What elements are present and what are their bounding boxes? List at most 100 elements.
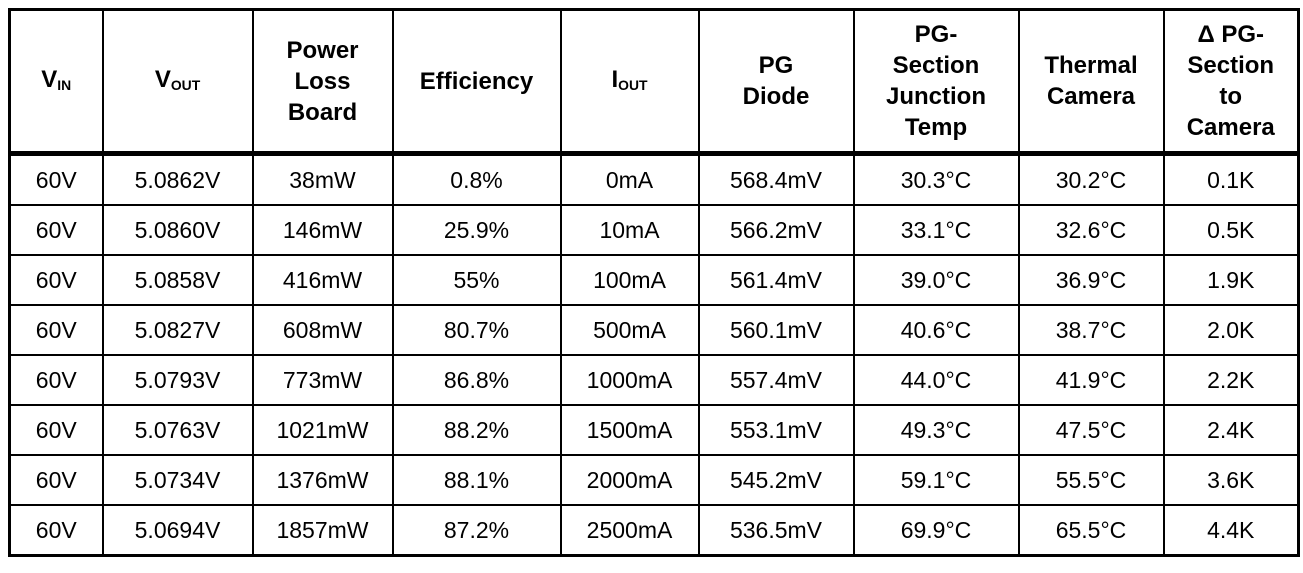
cell-pg-diode: 568.4mV (697, 152, 855, 206)
header-line-text: Loss (294, 67, 351, 95)
header-line-text: Junction (886, 83, 986, 110)
header-line-text: Camera (1186, 114, 1275, 141)
table-body: 60V 5.0862V 38mW 0.8% 0mA 568.4mV 30.3°C 30.2°C… (8, 152, 1300, 557)
header-line-text: Temp (904, 114, 968, 141)
cell-vin: 60V (8, 204, 104, 256)
table-row: 60V 5.0793V 773mW 86.8% 1000mA 557.4mV 44.0°C 4… (8, 354, 1300, 406)
cell-pg-section-junction-temp: 59.1°C (852, 454, 1020, 506)
cell-vout: 5.0858V (101, 254, 254, 306)
cell-iout: 100mA (559, 254, 700, 306)
cell-power-loss-board: 773mW (251, 354, 394, 406)
cell-efficiency: 88.2% (391, 404, 562, 456)
cell-power-loss-board: 416mW (251, 254, 394, 306)
cell-pg-diode: 557.4mV (697, 354, 855, 406)
cell-iout: 1500mA (559, 404, 700, 456)
cell-vin: 60V (8, 304, 104, 356)
cell-thermal-camera: 30.2°C (1017, 152, 1165, 206)
header-line-text: Power (286, 36, 359, 64)
header-subscript-text: OUT (170, 77, 201, 94)
cell-power-loss-board: 1857mW (251, 504, 394, 557)
cell-pg-section-junction-temp: 44.0°C (852, 354, 1020, 406)
cell-vin: 60V (8, 504, 104, 557)
cell-power-loss-board: 1376mW (251, 454, 394, 506)
header-base-text: I (611, 66, 619, 93)
column-header-efficiency: Efficiency (391, 8, 562, 156)
cell-thermal-camera: 55.5°C (1017, 454, 1165, 506)
table-row: 60V 5.0827V 608mW 80.7% 500mA 560.1mV 40.6°C 38… (8, 304, 1300, 356)
table-row: 60V 5.0763V 1021mW 88.2% 1500mA 553.1mV 49.3°C… (8, 404, 1300, 456)
cell-iout: 10mA (559, 204, 700, 256)
cell-delta-pg-section-to-camera: 4.4K (1162, 504, 1300, 557)
header-base-text: V (41, 66, 58, 93)
measurement-table: VIN VOUT Power Loss Board Efficiency IOUT PG Dio… (8, 8, 1300, 557)
cell-vin: 60V (8, 254, 104, 306)
cell-pg-section-junction-temp: 40.6°C (852, 304, 1020, 356)
cell-vin: 60V (8, 152, 104, 206)
cell-delta-pg-section-to-camera: 0.5K (1162, 204, 1300, 256)
cell-efficiency: 88.1% (391, 454, 562, 506)
cell-pg-diode: 566.2mV (697, 204, 855, 256)
cell-pg-section-junction-temp: 49.3°C (852, 404, 1020, 456)
cell-power-loss-board: 146mW (251, 204, 394, 256)
cell-vin: 60V (8, 354, 104, 406)
cell-pg-section-junction-temp: 69.9°C (852, 504, 1020, 557)
table-header: VIN VOUT Power Loss Board Efficiency IOUT PG Dio… (8, 8, 1300, 156)
header-line-text: Diode (742, 83, 810, 110)
cell-thermal-camera: 36.9°C (1017, 254, 1165, 306)
cell-efficiency: 0.8% (391, 152, 562, 206)
cell-vin: 60V (8, 454, 104, 506)
header-line-text: Section (1187, 52, 1275, 79)
cell-thermal-camera: 32.6°C (1017, 204, 1165, 256)
column-header-delta-pg-section-to-camera: Δ PG- Section to Camera (1162, 8, 1300, 156)
cell-thermal-camera: 47.5°C (1017, 404, 1165, 456)
cell-iout: 0mA (559, 152, 700, 206)
cell-delta-pg-section-to-camera: 3.6K (1162, 454, 1300, 506)
cell-vin: 60V (8, 404, 104, 456)
table-row: 60V 5.0694V 1857mW 87.2% 2500mA 536.5mV 69.9°C… (8, 504, 1300, 557)
cell-pg-diode: 561.4mV (697, 254, 855, 306)
cell-delta-pg-section-to-camera: 2.4K (1162, 404, 1300, 456)
cell-vout: 5.0734V (101, 454, 254, 506)
cell-iout: 2000mA (559, 454, 700, 506)
header-line-text: PG (758, 52, 794, 79)
column-header-vin: VIN (8, 8, 104, 156)
cell-pg-diode: 560.1mV (697, 304, 855, 356)
table-row: 60V 5.0860V 146mW 25.9% 10mA 566.2mV 33.1°C 32.… (8, 204, 1300, 256)
column-header-pg-diode: PG Diode (697, 8, 855, 156)
cell-delta-pg-section-to-camera: 2.0K (1162, 304, 1300, 356)
cell-vout: 5.0763V (101, 404, 254, 456)
cell-vout: 5.0862V (101, 152, 254, 206)
cell-pg-diode: 545.2mV (697, 454, 855, 506)
header-line-text: Section (892, 52, 980, 79)
cell-delta-pg-section-to-camera: 0.1K (1162, 152, 1300, 206)
header-line-text: Δ PG- (1197, 21, 1265, 48)
cell-thermal-camera: 41.9°C (1017, 354, 1165, 406)
cell-thermal-camera: 65.5°C (1017, 504, 1165, 557)
header-line-text: Efficiency (419, 67, 534, 95)
column-header-pg-section-junction-temp: PG- Section Junction Temp (852, 8, 1020, 156)
header-subscript-text: OUT (618, 77, 648, 94)
cell-power-loss-board: 1021mW (251, 404, 394, 456)
cell-pg-diode: 536.5mV (697, 504, 855, 557)
cell-delta-pg-section-to-camera: 1.9K (1162, 254, 1300, 306)
cell-power-loss-board: 38mW (251, 152, 394, 206)
table-row: 60V 5.0862V 38mW 0.8% 0mA 568.4mV 30.3°C 30.2°C… (8, 152, 1300, 206)
cell-iout: 1000mA (559, 354, 700, 406)
cell-pg-section-junction-temp: 39.0°C (852, 254, 1020, 306)
cell-iout: 2500mA (559, 504, 700, 557)
cell-efficiency: 80.7% (391, 304, 562, 356)
cell-efficiency: 55% (391, 254, 562, 306)
cell-vout: 5.0827V (101, 304, 254, 356)
cell-iout: 500mA (559, 304, 700, 356)
cell-vout: 5.0694V (101, 504, 254, 557)
header-base-text: V (154, 66, 171, 93)
header-subscript-text: IN (57, 77, 72, 94)
header-line-text: Board (287, 98, 358, 126)
header-row: VIN VOUT Power Loss Board Efficiency IOUT PG Dio… (8, 8, 1300, 156)
column-header-iout: IOUT (559, 8, 700, 156)
cell-efficiency: 25.9% (391, 204, 562, 256)
table-row: 60V 5.0734V 1376mW 88.1% 2000mA 545.2mV 59.1°C… (8, 454, 1300, 506)
cell-vout: 5.0793V (101, 354, 254, 406)
cell-pg-diode: 553.1mV (697, 404, 855, 456)
